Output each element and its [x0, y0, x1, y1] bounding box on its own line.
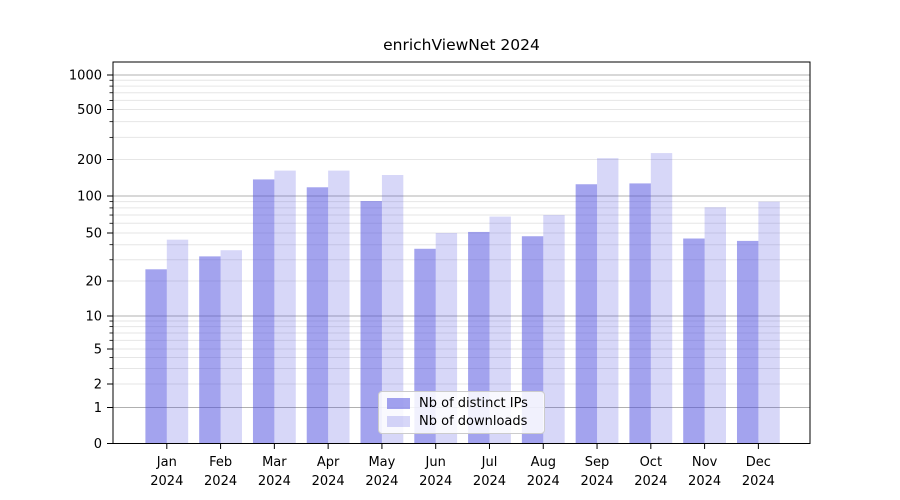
y-tick-label-10: 10	[85, 310, 102, 325]
y-tick-label-100: 100	[77, 190, 102, 205]
x-tick-label-Jun: Jun	[425, 455, 446, 470]
y-tick-label-200: 200	[77, 153, 102, 168]
x-tick-year-Nov: 2024	[688, 474, 721, 489]
y-tick-label-50: 50	[85, 227, 102, 242]
legend-swatch-downloads	[387, 415, 410, 427]
bar-downloads-Dec	[758, 201, 780, 444]
x-tick-year-Feb: 2024	[204, 474, 237, 489]
x-tick-label-Jan: Jan	[156, 455, 177, 470]
bar-ips-May	[360, 201, 382, 444]
y-tick-label-2: 2	[94, 378, 102, 393]
x-tick-label-May: May	[368, 455, 395, 470]
bar-ips-Feb	[199, 256, 221, 444]
legend-item-downloads: Nb of downloads	[387, 414, 536, 429]
x-tick-label-Aug: Aug	[531, 455, 556, 470]
x-tick-year-Jan: 2024	[150, 474, 183, 489]
bar-ips-Jan	[145, 269, 167, 444]
legend: Nb of distinct IPs Nb of downloads	[378, 391, 545, 434]
x-tick-label-Mar: Mar	[262, 455, 287, 470]
bar-ips-Sep	[575, 184, 598, 444]
legend-label-downloads: Nb of downloads	[419, 413, 528, 429]
x-tick-label-Apr: Apr	[317, 455, 340, 470]
bar-downloads-Oct	[650, 153, 673, 444]
bar-ips-Oct	[629, 183, 651, 444]
x-tick-label-Oct: Oct	[640, 455, 662, 470]
bar-downloads-Aug	[543, 215, 565, 444]
x-tick-year-Aug: 2024	[527, 474, 560, 489]
bar-downloads-Jun	[435, 233, 458, 444]
bar-ips-Dec	[736, 240, 759, 444]
y-tick-label-5: 5	[94, 343, 102, 358]
bar-downloads-Mar	[274, 170, 296, 444]
x-tick-label-Feb: Feb	[209, 455, 232, 470]
bar-ips-Apr	[306, 187, 329, 444]
x-tick-year-Mar: 2024	[258, 474, 291, 489]
x-tick-year-Sep: 2024	[580, 474, 613, 489]
bar-downloads-Nov	[704, 207, 726, 444]
chart-title: enrichViewNet 2024	[383, 36, 540, 54]
x-tick-year-Jun: 2024	[419, 474, 452, 489]
bar-downloads-Feb	[220, 250, 242, 444]
x-tick-label-Jul: Jul	[481, 455, 498, 470]
y-tick-label-20: 20	[85, 275, 102, 290]
legend-swatch-ips	[387, 398, 410, 410]
x-tick-label-Sep: Sep	[585, 455, 610, 470]
x-tick-year-Apr: 2024	[312, 474, 345, 489]
bar-ips-Jul	[468, 231, 490, 444]
legend-item-ips: Nb of distinct IPs	[387, 396, 536, 411]
x-tick-year-May: 2024	[365, 474, 398, 489]
y-tick-label-1: 1	[94, 401, 102, 416]
bar-downloads-Jul	[489, 216, 511, 444]
bar-ips-Mar	[252, 179, 275, 444]
y-tick-label-500: 500	[77, 103, 102, 118]
x-tick-year-Oct: 2024	[634, 474, 667, 489]
plot-border	[112, 61, 811, 444]
x-tick-year-Dec: 2024	[742, 474, 775, 489]
bar-downloads-May	[381, 175, 404, 444]
y-tick-label-1000: 1000	[69, 69, 102, 84]
bar-downloads-Jan	[166, 239, 189, 444]
y-tick-label-0: 0	[94, 437, 102, 452]
x-tick-label-Nov: Nov	[692, 455, 718, 470]
x-tick-year-Jul: 2024	[473, 474, 506, 489]
legend-label-ips: Nb of distinct IPs	[419, 396, 528, 412]
bar-downloads-Sep	[597, 158, 619, 444]
x-tick-label-Dec: Dec	[746, 455, 771, 470]
bar-downloads-Apr	[328, 170, 350, 444]
bar-ips-Nov	[683, 238, 705, 444]
